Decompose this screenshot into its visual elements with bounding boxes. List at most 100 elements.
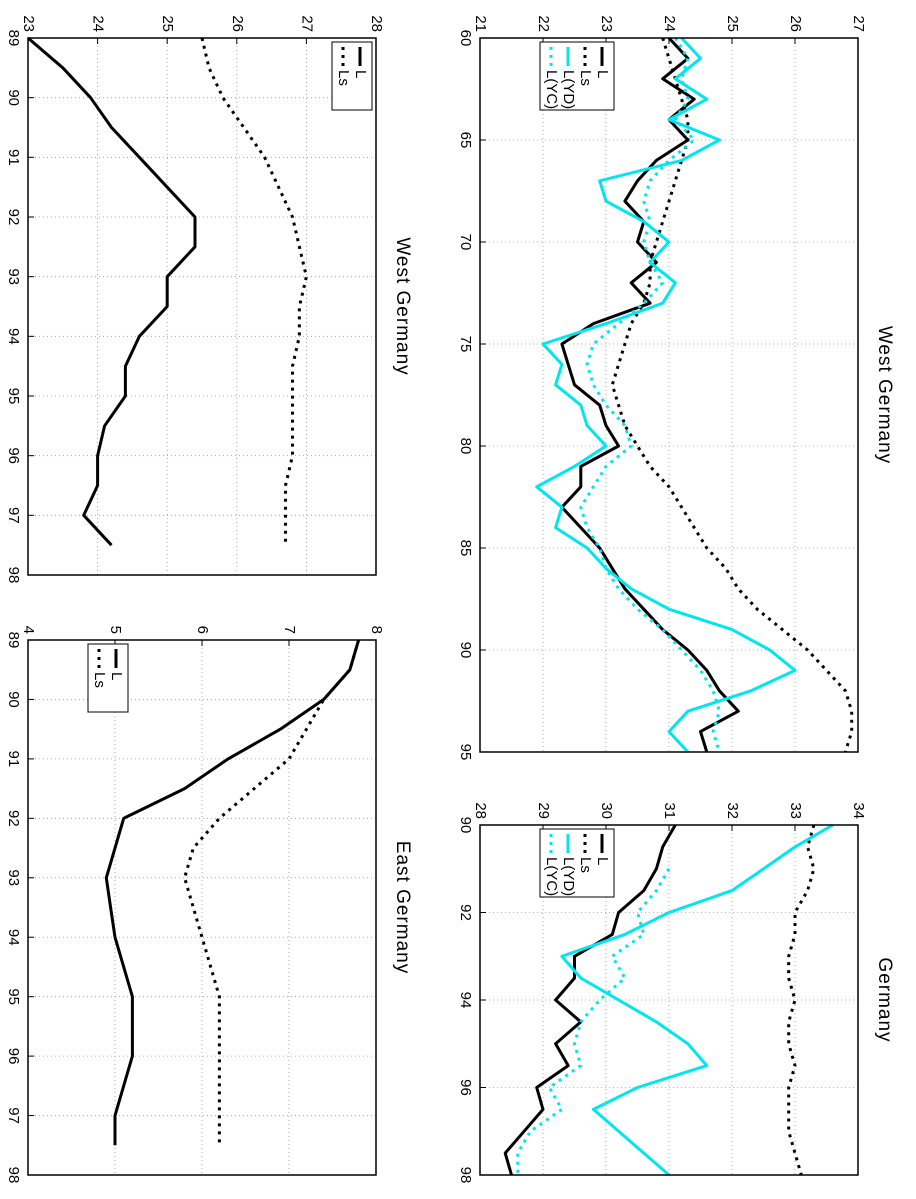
x-tick-label: 90 [457, 642, 474, 659]
series-line [535, 36, 797, 754]
series-line [104, 639, 361, 1146]
x-tick-label: 80 [457, 438, 474, 455]
legend-label: L(YD) [560, 70, 577, 109]
y-tick-label: 8 [368, 626, 385, 634]
x-tick-label: 95 [5, 388, 22, 405]
y-tick-label: 7 [281, 626, 298, 634]
y-tick-label: 24 [90, 15, 107, 32]
series-line [579, 37, 721, 753]
y-tick-label: 28 [368, 15, 385, 32]
legend-label: Ls [577, 70, 594, 86]
y-tick-label: 23 [20, 15, 37, 32]
x-tick-label: 65 [457, 132, 474, 149]
y-tick-label: 28 [472, 802, 489, 819]
x-tick-label: 89 [5, 632, 22, 649]
series-line [560, 36, 740, 753]
x-tick-label: 97 [5, 1107, 22, 1124]
series-line [503, 824, 677, 1176]
legend-label: Ls [335, 70, 352, 86]
chart-title: East Germany [392, 841, 413, 974]
chart: East Germany 4 5 6 7 8 89 90 91 92 93 94 95 96 97 98 LLs [5, 626, 413, 1184]
x-tick-label: 98 [5, 567, 22, 584]
x-tick-label: 91 [5, 751, 22, 768]
x-tick-label: 97 [5, 507, 22, 524]
legend-label: L [352, 70, 369, 78]
y-tick-label: 27 [850, 15, 867, 32]
legend-label: L(YC) [543, 857, 560, 896]
x-tick-label: 92 [457, 904, 474, 921]
x-tick-label: 70 [457, 234, 474, 251]
y-tick-label: 26 [229, 15, 246, 32]
y-tick-label: 33 [787, 802, 804, 819]
y-tick-label: 31 [661, 802, 678, 819]
legend-box [539, 41, 615, 111]
x-tick-label: 96 [5, 1048, 22, 1065]
x-tick-label: 91 [5, 149, 22, 166]
legend-label: L [594, 857, 611, 865]
series-line [27, 36, 197, 547]
y-tick-label: 21 [472, 15, 489, 32]
chart-title: West Germany [392, 237, 413, 375]
x-tick-label: 93 [5, 869, 22, 886]
plot-frame [27, 37, 377, 576]
series-line [183, 639, 361, 1146]
y-tick-label: 24 [661, 15, 678, 32]
legend-box [331, 41, 373, 111]
legend-label: L [108, 672, 125, 680]
y-tick-label: 27 [298, 15, 315, 32]
plot-frame [27, 639, 377, 1176]
series-line [516, 868, 671, 1175]
x-tick-label: 75 [457, 336, 474, 353]
series-line [200, 37, 308, 546]
legend-label: L(YC) [543, 70, 560, 109]
y-tick-label: 6 [194, 626, 211, 634]
x-tick-label: 95 [457, 744, 474, 761]
x-tick-label: 90 [5, 89, 22, 106]
x-tick-label: 94 [5, 328, 22, 345]
y-tick-label: 29 [535, 802, 552, 819]
plot-frame [479, 824, 859, 1176]
x-tick-label: 90 [457, 817, 474, 834]
chart-title: West Germany [874, 326, 895, 464]
y-tick-label: 23 [598, 15, 615, 32]
x-tick-label: 89 [5, 30, 22, 47]
x-tick-label: 96 [457, 1079, 474, 1096]
y-tick-label: 26 [787, 15, 804, 32]
plot-frame [479, 37, 859, 753]
x-tick-label: 92 [5, 209, 22, 226]
y-tick-label: 25 [159, 15, 176, 32]
y-tick-label: 34 [850, 802, 867, 819]
x-tick-label: 98 [5, 1167, 22, 1184]
y-tick-label: 30 [598, 802, 615, 819]
chart: West Germany 21 22 23 24 25 26 27 60 65 70 75 80 85 90… [457, 15, 895, 760]
legend-box [87, 643, 129, 713]
legend-label: L(YD) [560, 857, 577, 896]
x-tick-label: 98 [457, 1167, 474, 1184]
x-tick-label: 92 [5, 810, 22, 827]
legend-box [539, 828, 615, 898]
x-tick-label: 85 [457, 540, 474, 557]
y-tick-label: 25 [724, 15, 741, 32]
x-tick-label: 94 [457, 992, 474, 1009]
y-tick-label: 5 [107, 626, 124, 634]
x-tick-label: 93 [5, 268, 22, 285]
legend-label: L [594, 70, 611, 78]
legend: LLs [331, 41, 373, 111]
chart: West Germany 23 24 25 26 27 28 89 90 91 92 93 94 95 96… [5, 15, 413, 583]
chart-title: Germany [874, 957, 895, 1042]
x-tick-label: 95 [5, 988, 22, 1005]
y-tick-label: 4 [20, 626, 37, 634]
chart: Germany 28 29 30 31 32 33 34 90 92 94 96 98 LLsL(YD)L… [457, 802, 895, 1183]
legend-label: Ls [91, 672, 108, 688]
x-tick-label: 94 [5, 929, 22, 946]
y-tick-label: 32 [724, 802, 741, 819]
x-tick-label: 90 [5, 691, 22, 708]
x-tick-label: 60 [457, 30, 474, 47]
series-line [560, 823, 834, 1177]
x-tick-label: 96 [5, 447, 22, 464]
